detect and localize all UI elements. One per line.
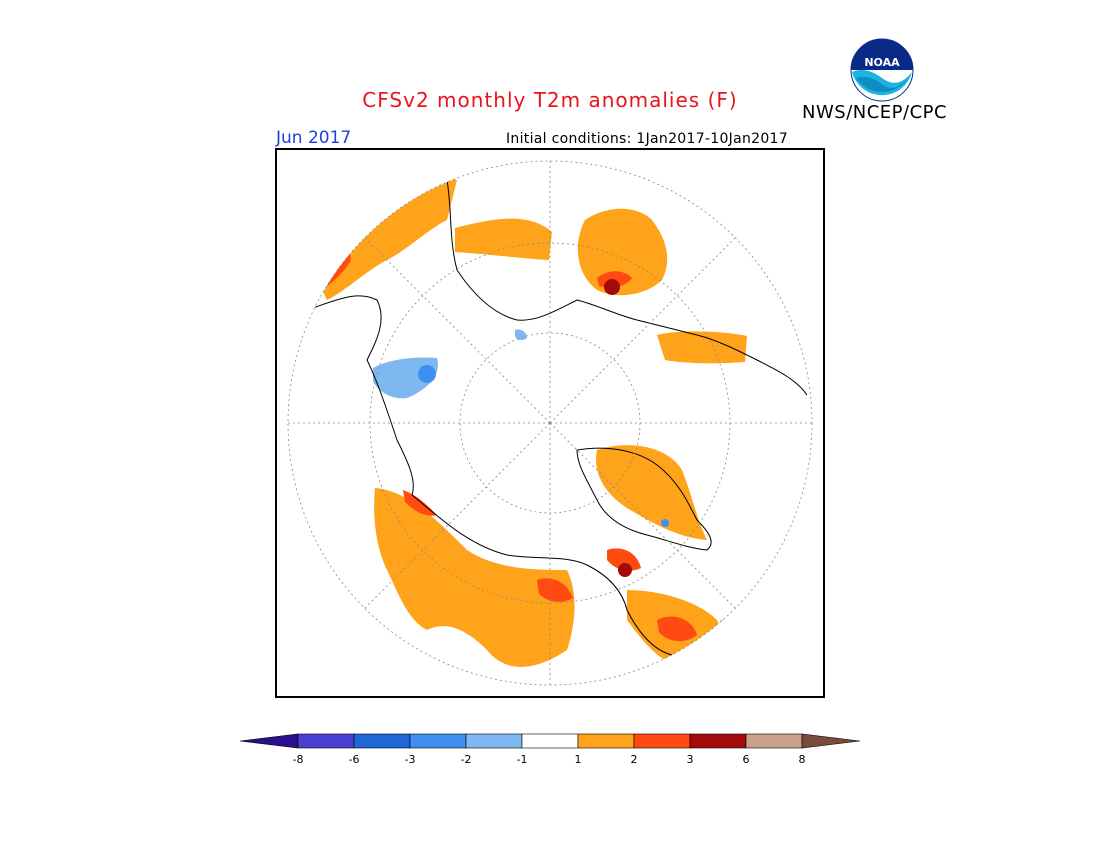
colorbar-tick-label: -3 xyxy=(405,753,416,766)
colorbar-swatch xyxy=(633,733,691,749)
colorbar-tick-label: 2 xyxy=(631,753,638,766)
forecast-month: Jun 2017 xyxy=(276,128,352,148)
colorbar-swatch xyxy=(353,733,411,749)
colorbar-tick-label: -6 xyxy=(349,753,360,766)
colorbar-tick-label: 8 xyxy=(799,753,806,766)
polar-map xyxy=(275,148,825,698)
colorbar-swatch xyxy=(409,733,467,749)
anomaly-positive-1to2 xyxy=(317,170,747,667)
colorbar-swatch xyxy=(689,733,747,749)
colorbar-swatch xyxy=(521,733,579,749)
colorbar: -8 -6 -3 -2 -1 1 2 3 6 8 xyxy=(239,732,861,772)
colorbar-svg: -8 -6 -3 -2 -1 1 2 3 6 8 xyxy=(239,733,861,766)
colorbar-arrow-high xyxy=(801,733,861,749)
colorbar-arrow-low xyxy=(239,733,299,749)
colorbar-tick-label: -8 xyxy=(293,753,304,766)
logo-text: NOAA xyxy=(864,56,900,69)
colorbar-tick-label: -2 xyxy=(461,753,472,766)
polar-map-svg xyxy=(287,160,813,686)
map-boundary xyxy=(287,160,813,686)
colorbar-tick-label: -1 xyxy=(517,753,528,766)
colorbar-swatch xyxy=(465,733,523,749)
anomaly-positive-3to6 xyxy=(604,279,632,577)
colorbar-tick-label: 3 xyxy=(687,753,694,766)
noaa-logo: NOAA xyxy=(850,38,914,102)
initial-conditions: Initial conditions: 1Jan2017-10Jan2017 xyxy=(506,131,788,147)
colorbar-tick-label: 6 xyxy=(743,753,750,766)
colorbar-swatch xyxy=(745,733,803,749)
anomaly-negative-1to2 xyxy=(373,329,527,399)
chart-title: CFSv2 monthly T2m anomalies (F) xyxy=(362,88,738,112)
anomaly-negative-2to3 xyxy=(418,365,669,527)
colorbar-swatch xyxy=(577,733,635,749)
agency-label: NWS/NCEP/CPC xyxy=(802,102,948,123)
colorbar-swatch xyxy=(297,733,355,749)
latitude-longitude-grid xyxy=(288,161,812,685)
colorbar-tick-label: 1 xyxy=(575,753,582,766)
